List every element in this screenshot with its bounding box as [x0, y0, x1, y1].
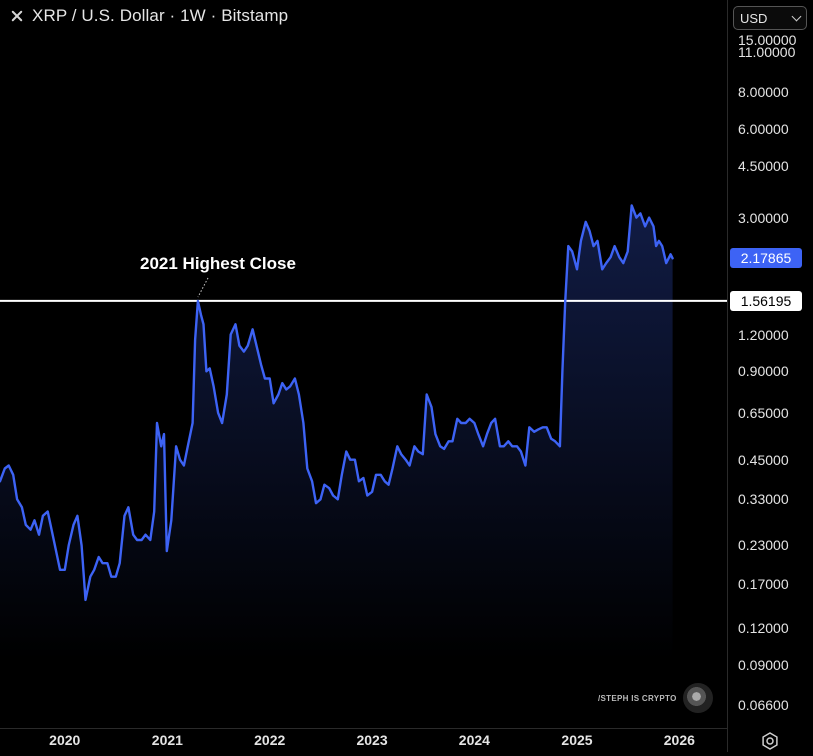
- y-tick-label: 0.09000: [738, 657, 789, 674]
- watermark: /STEPH IS CRYPTO: [598, 683, 713, 713]
- y-tick-label: 0.45000: [738, 451, 789, 468]
- close-icon[interactable]: [10, 9, 24, 23]
- x-tick-label: 2023: [356, 732, 388, 748]
- y-tick-label: 15.00000: [738, 32, 797, 48]
- y-tick-label: 1.20000: [738, 326, 789, 343]
- y-tick-label: 0.17000: [738, 575, 789, 592]
- price-area: [0, 205, 673, 660]
- y-tick-label: 0.06600: [738, 696, 789, 713]
- chart-header: XRP / U.S. Dollar · 1W · Bitstamp: [10, 6, 288, 26]
- x-tick-label: 2024: [458, 732, 490, 748]
- x-tick-label: 2026: [663, 732, 695, 748]
- y-tick-label: 0.90000: [738, 363, 789, 380]
- price-line: [0, 204, 674, 602]
- x-tick-label: 2025: [561, 732, 593, 748]
- y-tick-label: 0.12000: [738, 620, 789, 637]
- annotation-label: 2021 Highest Close: [140, 254, 296, 273]
- time-axis[interactable]: [0, 728, 727, 752]
- settings-icon: [762, 732, 778, 750]
- y-tick-label: 3.00000: [738, 209, 789, 226]
- annotation-dotted-pointer: [197, 277, 209, 298]
- level-price-tag: 1.56195: [730, 290, 802, 311]
- y-tick-label: 0.33000: [738, 491, 789, 508]
- watermark-logo-icon: [682, 683, 713, 713]
- y-tick-label: 11.00000: [738, 43, 796, 60]
- y-tick-label: 6.00000: [738, 121, 789, 138]
- settings-button[interactable]: [760, 731, 780, 751]
- price-axis[interactable]: [727, 0, 813, 752]
- y-tick-label: 8.00000: [738, 84, 789, 101]
- current-price-tag: 2.17865: [730, 248, 802, 269]
- currency-select[interactable]: USD: [733, 6, 807, 30]
- watermark-text: /STEPH IS CRYPTO: [598, 693, 677, 703]
- x-tick-label: 2021: [151, 732, 183, 748]
- y-tick-label: 0.65000: [738, 404, 789, 421]
- x-tick-label: 2022: [254, 732, 286, 748]
- price-chart[interactable]: [0, 0, 727, 728]
- chevron-down-icon: [791, 11, 802, 21]
- y-tick-label: 0.23000: [738, 537, 789, 554]
- currency-value: USD: [740, 10, 768, 26]
- y-tick-label: 4.50000: [738, 157, 789, 174]
- x-tick-label: 2020: [49, 732, 81, 748]
- chart-title: XRP / U.S. Dollar · 1W · Bitstamp: [32, 6, 289, 25]
